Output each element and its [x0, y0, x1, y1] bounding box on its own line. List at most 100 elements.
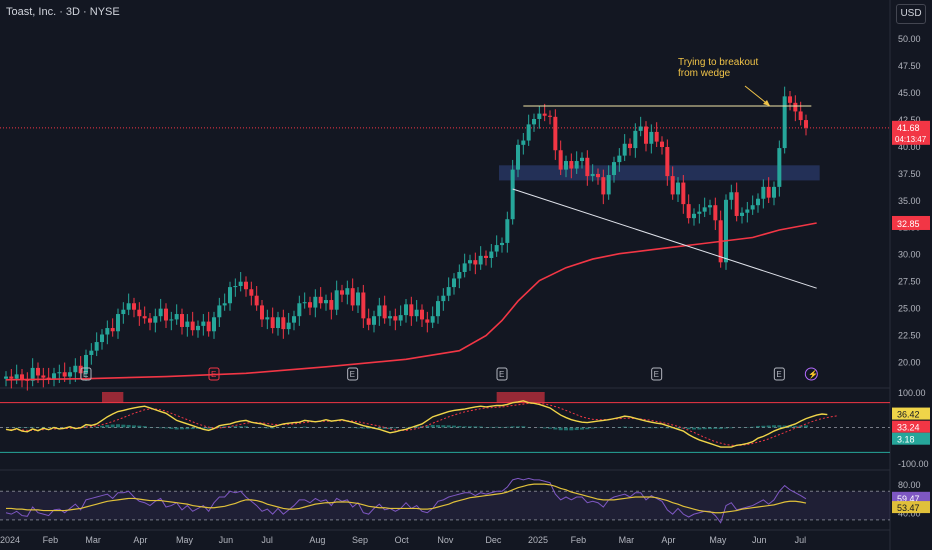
histogram-bar: [142, 426, 147, 428]
histogram-bar: [558, 427, 563, 431]
candle-body: [478, 255, 483, 265]
y-tick-label: 35.00: [898, 196, 921, 206]
x-tick-label: Dec: [485, 535, 502, 545]
histogram-bar: [590, 427, 595, 429]
macd-value-badge: [892, 432, 930, 445]
x-tick-label: Feb: [43, 535, 59, 545]
rsi-value-label: 59.47: [897, 494, 920, 504]
x-tick-label: Apr: [661, 535, 675, 545]
candle-body: [68, 372, 72, 377]
histogram-bar: [724, 427, 728, 429]
x-tick-label: Mar: [85, 535, 101, 545]
candle-body: [574, 161, 579, 169]
candle-body: [222, 303, 227, 306]
rsi-ma-value-label: 53.47: [897, 503, 920, 513]
x-tick-label: 2025: [528, 535, 548, 545]
y-tick-label: 30.00: [898, 250, 921, 260]
histogram-bar: [452, 425, 456, 428]
histogram-bar: [505, 426, 510, 428]
candle-body: [489, 251, 494, 258]
candle-body: [238, 281, 243, 287]
histogram-bar: [233, 426, 238, 428]
signal-line: [6, 402, 839, 447]
x-tick-label: Jul: [261, 535, 273, 545]
candle-body: [777, 148, 782, 187]
histogram-bar: [697, 427, 702, 430]
candle-body: [100, 334, 104, 343]
x-tick-label: Aug: [309, 535, 325, 545]
histogram-bar: [585, 427, 590, 430]
histogram-bar: [489, 426, 494, 428]
histogram-bar: [782, 425, 787, 428]
histogram-bar: [793, 425, 798, 428]
x-tick-label: Jul: [795, 535, 807, 545]
y-tick-label: 42.50: [898, 115, 921, 125]
candle-body: [740, 212, 744, 216]
candle-body: [425, 319, 430, 323]
candle-body: [601, 177, 606, 195]
macd-value-label: 36.42: [897, 410, 920, 420]
y-tick-label: 27.50: [898, 277, 921, 287]
histogram-bar: [292, 426, 296, 428]
candle-body: [452, 278, 456, 288]
overbought-highlight: [102, 392, 124, 403]
candle-body: [105, 328, 110, 335]
histogram-bar: [265, 427, 270, 429]
candle-body: [430, 316, 435, 323]
histogram-bar: [713, 427, 718, 429]
y-tick-label: 47.50: [898, 61, 921, 71]
histogram-bar: [766, 425, 771, 428]
histogram-bar: [756, 425, 760, 428]
rsi-ma-value-badge: [892, 501, 930, 514]
y-tick-label: 20.00: [898, 357, 921, 367]
candle-body: [340, 290, 344, 295]
histogram-bar: [132, 425, 136, 428]
candle-body: [190, 321, 195, 331]
candle-body: [494, 245, 499, 252]
histogram-bar: [217, 426, 222, 428]
histogram-bar: [388, 427, 392, 430]
histogram-bar: [366, 427, 371, 429]
histogram-bar: [228, 426, 232, 428]
y-tick-label: 50.00: [898, 34, 921, 44]
candle-body: [329, 300, 334, 310]
candle-body: [116, 314, 120, 332]
split-marker-icon: [804, 367, 818, 381]
x-tick-label: Oct: [395, 535, 410, 545]
candle-body: [366, 318, 371, 325]
histogram-bar: [462, 426, 467, 428]
candle-body: [665, 147, 670, 177]
histogram-bar: [542, 427, 547, 429]
candle-body: [334, 290, 339, 310]
histogram-bar: [708, 427, 712, 430]
histogram-bar: [772, 425, 776, 428]
candle-body: [270, 317, 275, 329]
histogram-bar: [206, 427, 211, 429]
candle-body: [46, 377, 51, 379]
candle-body: [84, 354, 88, 374]
histogram-bar: [665, 427, 670, 429]
histogram-bar: [126, 424, 131, 428]
earnings-marker-label: E: [654, 370, 659, 379]
currency-button[interactable]: USD: [896, 4, 926, 24]
histogram-bar: [548, 427, 552, 429]
candle-body: [265, 317, 270, 320]
candle-body: [788, 96, 792, 103]
candle-body: [542, 113, 547, 116]
candle-body: [446, 287, 451, 296]
candle-body: [798, 111, 803, 121]
earnings-marker-label: E: [211, 370, 216, 379]
histogram-bar: [169, 427, 174, 429]
histogram-bar: [270, 427, 275, 429]
histogram-bar: [174, 427, 179, 430]
earnings-marker-label: E: [499, 370, 504, 379]
candle-body: [505, 219, 510, 243]
y-tick-label: 45.00: [898, 88, 921, 98]
candle-body: [110, 328, 115, 332]
x-tick-label: Feb: [571, 535, 587, 545]
candle-body: [484, 255, 488, 258]
histogram-bar: [804, 425, 808, 428]
earnings-marker-icon: [347, 367, 359, 381]
candle-body: [585, 157, 590, 177]
